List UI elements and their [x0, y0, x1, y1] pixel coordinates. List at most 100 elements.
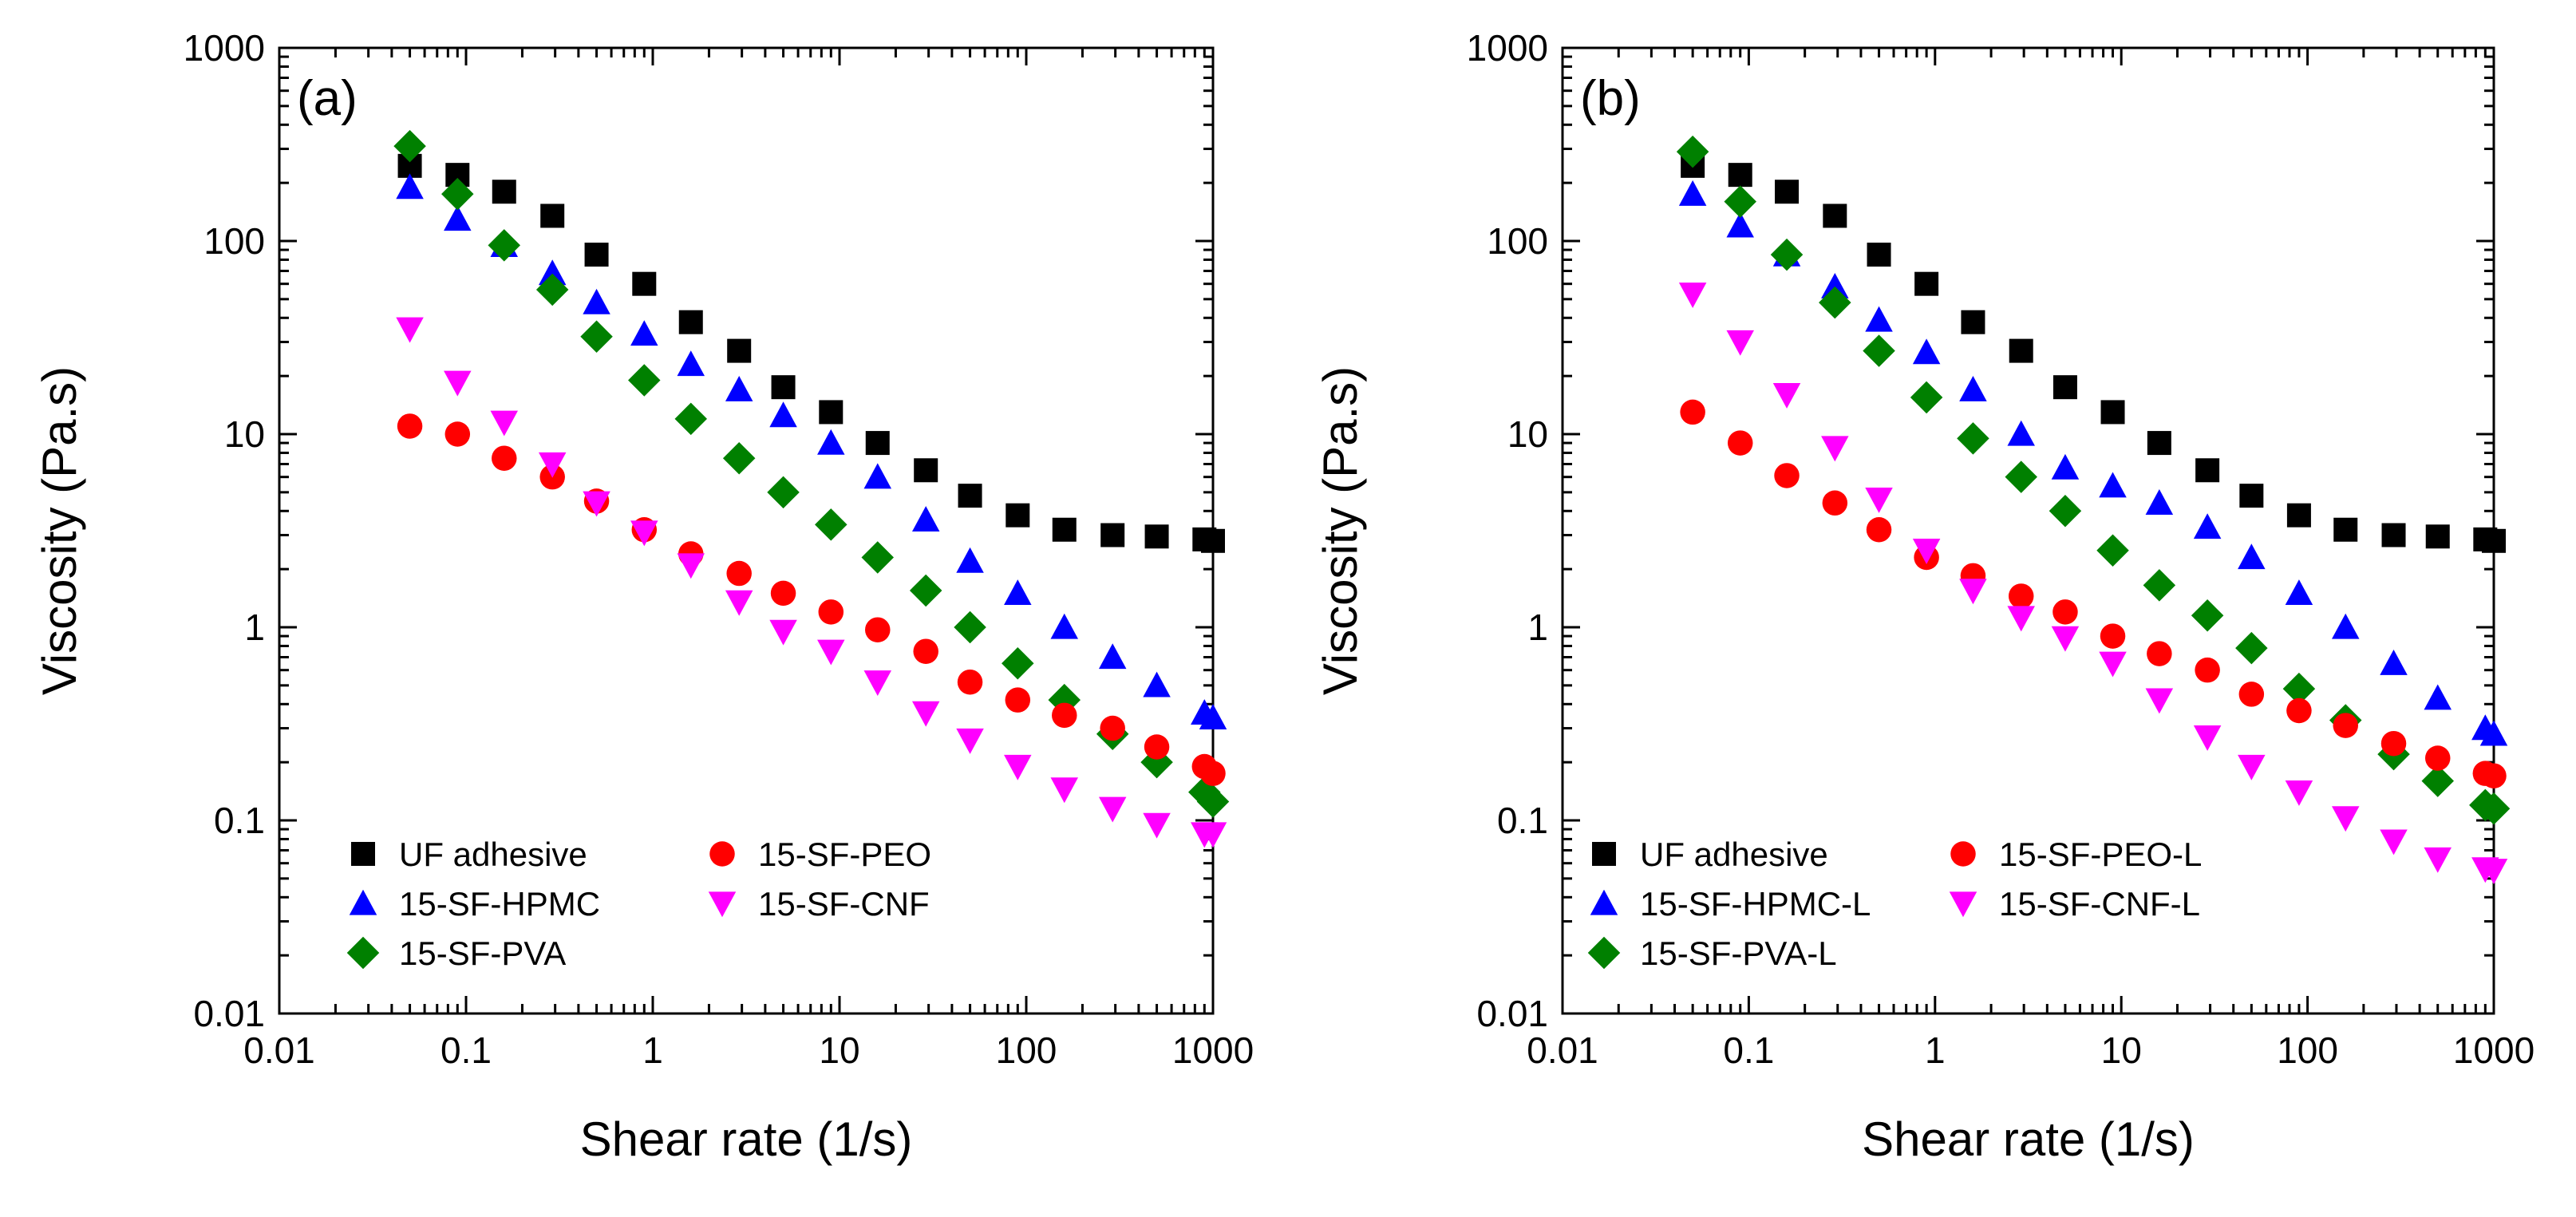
data-point	[1774, 463, 1800, 488]
x-tick-label: 1	[1925, 1029, 1946, 1071]
data-point	[397, 413, 423, 439]
y-tick-label: 1	[244, 607, 265, 648]
x-tick-label: 100	[996, 1029, 1057, 1071]
data-point	[538, 259, 567, 286]
legend: UF adhesive 15-SF-HPMC-L 15-SF-PVA-L 15-SF-…	[1587, 836, 2202, 972]
data-point	[1865, 306, 1893, 332]
data-point	[2193, 725, 2222, 751]
data-point	[1100, 523, 1125, 547]
data-point	[1050, 613, 1079, 639]
data-point	[583, 491, 610, 517]
data-point	[2143, 569, 2176, 602]
data-point	[2007, 606, 2035, 632]
data-point	[2191, 599, 2224, 632]
legend-label: 15-SF-PEO	[758, 836, 931, 873]
data-point	[535, 273, 569, 306]
data-point	[2195, 657, 2220, 683]
series-15-sf-cnf-l	[1678, 283, 2508, 885]
x-tick-label: 1000	[1172, 1029, 1254, 1071]
y-tick-label: 100	[203, 220, 265, 262]
series-15-sf-hpmc	[396, 173, 1227, 730]
data-point	[1144, 734, 1170, 760]
data-point	[2333, 713, 2358, 738]
legend-item: 15-SF-CNF-L	[1949, 885, 2200, 923]
data-point	[2477, 792, 2511, 825]
panel-b: 0.01 0.1 1 10 100 1000 0.01 0.1 1 10 100 1000 Shear …	[1314, 27, 2535, 1166]
data-point	[2282, 672, 2316, 705]
data-point	[396, 317, 424, 343]
data-point	[2100, 623, 2126, 649]
data-point	[1910, 381, 1943, 414]
data-point	[1678, 180, 1707, 206]
data-point	[2147, 431, 2171, 456]
data-point	[2195, 458, 2220, 483]
series-15-sf-pva	[393, 129, 1230, 818]
x-tick-label: 10	[819, 1029, 859, 1071]
data-point	[2238, 754, 2266, 780]
data-point	[771, 375, 796, 400]
legend-label: 15-SF-HPMC-L	[1640, 885, 1871, 923]
data-point	[1098, 796, 1127, 823]
data-points	[393, 129, 1230, 848]
data-point	[1775, 180, 1800, 204]
data-point	[1144, 524, 1169, 549]
legend-item: 15-SF-PEO	[709, 836, 931, 873]
legend-marker	[349, 889, 377, 915]
data-point	[2424, 745, 2451, 771]
data-point	[393, 129, 426, 163]
data-point	[2380, 650, 2408, 675]
data-point	[913, 638, 938, 664]
data-point	[769, 619, 797, 646]
legend-item: 15-SF-PEO-L	[1950, 836, 2202, 873]
x-tick-label: 1000	[2453, 1029, 2535, 1071]
data-point	[2381, 523, 2406, 547]
data-point	[2145, 489, 2174, 515]
legend-label: 15-SF-PVA	[399, 934, 566, 972]
data-point	[677, 350, 705, 377]
data-point	[441, 177, 474, 211]
x-tick-label: 0.1	[441, 1029, 492, 1071]
legend-label: 15-SF-CNF-L	[1999, 885, 2200, 923]
data-point	[819, 400, 844, 425]
data-point	[583, 288, 610, 314]
data-point	[444, 370, 472, 397]
legend-item: 15-SF-HPMC	[349, 885, 600, 923]
data-point	[727, 338, 752, 363]
data-point	[2193, 513, 2222, 539]
data-point	[492, 445, 517, 471]
y-tick-label: 0.01	[193, 993, 265, 1034]
data-point	[1004, 754, 1032, 780]
axis-ticks	[1561, 46, 2495, 1015]
y-tick-label: 10	[224, 413, 265, 455]
data-point	[2053, 375, 2077, 400]
legend-marker	[709, 841, 735, 867]
data-point	[2096, 534, 2129, 567]
data-point	[1201, 528, 1225, 553]
data-point	[2238, 543, 2266, 570]
data-point	[956, 547, 984, 573]
y-tick-label: 1000	[184, 27, 265, 69]
data-point	[1770, 238, 1804, 271]
data-point	[580, 320, 613, 354]
data-point	[2005, 460, 2037, 493]
legend-marker	[1949, 891, 1977, 918]
legend-label: 15-SF-PVA-L	[1640, 934, 1837, 972]
data-point	[444, 205, 472, 231]
data-point	[767, 476, 800, 509]
legend: UF adhesive 15-SF-HPMC 15-SF-PVA 15-SF-PEO 1…	[346, 836, 931, 972]
series-uf-adhesive	[1681, 153, 2506, 553]
legend-marker	[1587, 936, 1621, 970]
data-point	[958, 484, 982, 508]
legend-item: 15-SF-CNF	[708, 885, 930, 923]
data-point	[1726, 211, 1754, 238]
data-point	[1959, 375, 1987, 401]
y-tick-label: 0.01	[1476, 993, 1548, 1034]
y-axis-title: Viscosity (Pa.s)	[33, 366, 86, 695]
legend-item: UF adhesive	[1592, 836, 1828, 873]
legend-marker	[708, 891, 737, 918]
data-point	[1865, 487, 1893, 513]
y-tick-label: 1000	[1467, 27, 1548, 69]
x-axis-title: Shear rate (1/s)	[580, 1112, 913, 1166]
data-point	[1006, 503, 1030, 527]
data-point	[954, 610, 986, 644]
